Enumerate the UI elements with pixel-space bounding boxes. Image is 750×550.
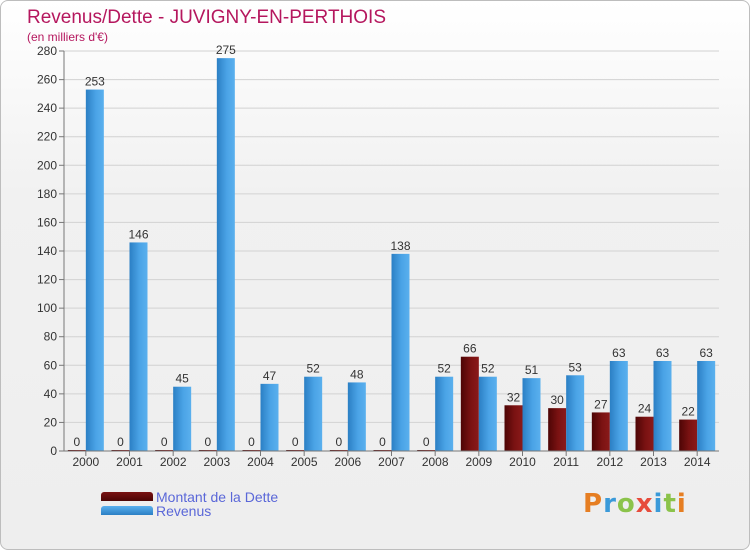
bar-revenus xyxy=(478,376,497,451)
bar-revenus xyxy=(522,378,541,451)
data-label-revenus: 45 xyxy=(175,372,189,386)
x-tick-label: 2007 xyxy=(378,455,405,469)
data-label-revenus: 138 xyxy=(390,239,410,253)
data-label-dette: 0 xyxy=(73,435,80,449)
logo-letter: r xyxy=(603,489,617,519)
x-tick-label: 2002 xyxy=(160,455,187,469)
logo-letter: o xyxy=(616,489,636,519)
legend-item-revenus: Revenus xyxy=(101,502,212,519)
x-tick-label: 2006 xyxy=(334,455,361,469)
logo-letter: x xyxy=(635,489,654,519)
data-label-revenus: 53 xyxy=(568,360,582,374)
logo-letter: t xyxy=(663,489,677,519)
y-tick-label: 160 xyxy=(37,215,57,229)
y-tick-label: 260 xyxy=(37,73,57,87)
y-tick-label: 180 xyxy=(37,187,57,201)
data-label-dette: 66 xyxy=(463,342,477,356)
bar-revenus xyxy=(260,383,279,451)
data-label-revenus: 52 xyxy=(437,362,451,376)
logo-letter: P xyxy=(583,489,604,519)
logo-letter: i xyxy=(676,489,687,519)
y-tick-label: 60 xyxy=(44,358,58,372)
legend-label-dette: Montant de la Dette xyxy=(156,488,279,505)
bar-revenus xyxy=(173,386,192,451)
x-tick-label: 2004 xyxy=(247,455,274,469)
data-label-dette: 0 xyxy=(379,435,386,449)
x-tick-label: 2000 xyxy=(72,455,99,469)
data-label-revenus: 63 xyxy=(612,346,626,360)
y-tick-label: 240 xyxy=(37,101,57,115)
data-label-revenus: 48 xyxy=(350,367,364,381)
bar-revenus xyxy=(85,89,104,452)
y-tick-label: 120 xyxy=(37,273,57,287)
y-tick-label: 200 xyxy=(37,158,57,172)
legend-swatch-revenus xyxy=(101,506,153,516)
data-label-dette: 0 xyxy=(292,435,299,449)
data-label-revenus: 146 xyxy=(128,227,148,241)
bar-revenus xyxy=(391,253,410,451)
data-label-revenus: 63 xyxy=(699,346,713,360)
y-tick-label: 40 xyxy=(44,387,58,401)
bar-dette xyxy=(504,405,523,451)
y-tick-label: 80 xyxy=(44,330,58,344)
data-label-revenus: 52 xyxy=(306,362,320,376)
bar-dette xyxy=(460,356,479,451)
y-tick-label: 140 xyxy=(37,244,57,258)
bar-dette xyxy=(548,408,567,451)
x-tick-label: 2011 xyxy=(553,455,579,469)
y-tick-label: 280 xyxy=(37,44,57,58)
y-tick-label: 220 xyxy=(37,130,57,144)
data-label-dette: 24 xyxy=(638,402,652,416)
x-tick-label: 2008 xyxy=(422,455,449,469)
legend-item-dette: Montant de la Dette xyxy=(101,488,279,505)
bar-revenus xyxy=(566,375,585,451)
data-label-revenus: 47 xyxy=(263,369,277,383)
data-label-dette: 0 xyxy=(248,435,255,449)
data-label-revenus: 275 xyxy=(216,43,236,57)
data-label-revenus: 63 xyxy=(656,346,670,360)
data-label-revenus: 253 xyxy=(85,75,105,89)
data-label-dette: 0 xyxy=(161,435,168,449)
bar-dette xyxy=(679,419,698,451)
legend-swatch-dette xyxy=(101,492,153,502)
x-tick-label: 2003 xyxy=(203,455,230,469)
logo-letter: i xyxy=(653,489,664,519)
chart-title: Revenus/Dette - JUVIGNY-EN-PERTHOIS xyxy=(27,7,386,28)
data-label-dette: 30 xyxy=(550,393,564,407)
data-label-dette: 27 xyxy=(594,397,608,411)
bar-revenus xyxy=(304,376,323,451)
bar-revenus xyxy=(129,242,148,451)
y-tick-label: 100 xyxy=(37,301,57,315)
x-tick-label: 2010 xyxy=(509,455,536,469)
bar-dette xyxy=(635,416,654,451)
y-tick-label: 20 xyxy=(44,415,58,429)
x-tick-label: 2001 xyxy=(116,455,143,469)
legend-label-revenus: Revenus xyxy=(156,502,212,519)
proxiti-logo: Proxiti xyxy=(583,489,687,519)
bar-revenus xyxy=(697,361,716,451)
bar-revenus xyxy=(216,58,235,452)
bar-revenus xyxy=(653,361,672,451)
y-tick-label: 0 xyxy=(50,444,57,458)
data-label-dette: 0 xyxy=(117,435,124,449)
chart-subtitle: (en milliers d'€) xyxy=(27,30,108,44)
x-tick-label: 2013 xyxy=(640,455,667,469)
data-label-dette: 22 xyxy=(681,405,695,419)
x-tick-label: 2014 xyxy=(684,455,711,469)
bar-revenus xyxy=(435,376,454,451)
data-label-dette: 0 xyxy=(204,435,211,449)
data-label-revenus: 52 xyxy=(481,362,495,376)
data-label-dette: 0 xyxy=(423,435,430,449)
x-tick-label: 2005 xyxy=(291,455,318,469)
data-label-revenus: 51 xyxy=(525,363,539,377)
data-label-dette: 0 xyxy=(335,435,342,449)
x-tick-label: 2009 xyxy=(465,455,492,469)
x-tick-label: 2012 xyxy=(596,455,623,469)
bar-revenus xyxy=(347,382,366,451)
bar-revenus xyxy=(609,361,628,451)
data-label-dette: 32 xyxy=(507,390,521,404)
bar-dette xyxy=(591,412,610,451)
